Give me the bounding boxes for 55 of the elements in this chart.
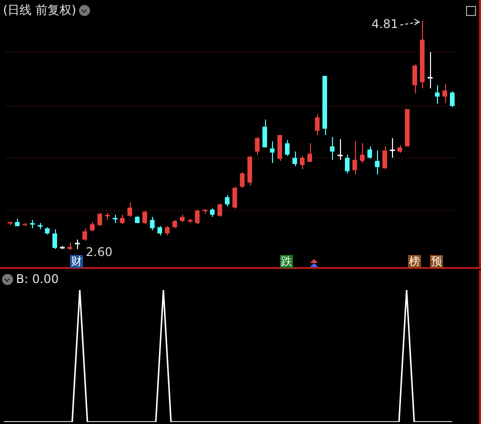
candlestick xyxy=(172,219,178,229)
candlestick xyxy=(360,142,365,164)
candlestick xyxy=(284,140,290,156)
candlestick xyxy=(434,84,440,104)
chart-title: (日线 前复权) xyxy=(3,3,76,17)
candlestick xyxy=(82,228,88,242)
chart-title: B: 0.00 xyxy=(16,272,59,286)
candlestick xyxy=(442,84,448,104)
candlestick xyxy=(412,64,418,94)
candlestick xyxy=(240,172,245,188)
candlestick xyxy=(262,118,268,148)
candlestick xyxy=(180,214,185,223)
candlestick xyxy=(344,154,350,174)
candlestick xyxy=(352,140,358,175)
candlestick xyxy=(397,144,402,154)
text: 财 xyxy=(70,255,83,268)
candlestick xyxy=(450,90,455,108)
candlestick xyxy=(382,146,388,170)
candlestick xyxy=(67,242,72,250)
candlestick xyxy=(374,150,380,175)
text: 预 xyxy=(430,255,443,268)
candlestick xyxy=(164,226,170,236)
candlestick xyxy=(307,142,312,162)
candlestick xyxy=(210,208,215,218)
candlestick xyxy=(127,202,132,218)
candlestick xyxy=(157,226,162,236)
candlestick xyxy=(277,134,282,162)
candlestick xyxy=(22,222,28,227)
annotation: 4.81 xyxy=(372,17,398,32)
candlestick xyxy=(194,209,200,225)
candlestick xyxy=(90,222,95,232)
text: 榜 xyxy=(408,255,421,268)
candlestick xyxy=(330,136,335,160)
candlestick xyxy=(150,216,155,231)
candlestick xyxy=(232,186,238,210)
candlestick xyxy=(142,210,148,225)
candlestick xyxy=(44,226,50,235)
candlestick xyxy=(224,194,230,207)
annotation: 2.60 xyxy=(86,245,112,260)
candlestick xyxy=(120,214,125,225)
candlestick xyxy=(247,155,252,186)
candlestick xyxy=(270,140,275,164)
candlestick xyxy=(300,155,305,170)
candlestick xyxy=(420,20,425,89)
candlestick xyxy=(314,114,320,136)
candlestick xyxy=(254,136,260,156)
candlestick xyxy=(14,218,20,226)
candlestick xyxy=(134,215,140,224)
candlestick xyxy=(292,151,298,167)
text: 跌 xyxy=(280,255,293,268)
candlestick xyxy=(97,212,102,227)
candlestick xyxy=(367,146,372,160)
candlestick xyxy=(52,228,58,250)
candlestick xyxy=(217,202,222,218)
candlestick xyxy=(322,76,328,136)
